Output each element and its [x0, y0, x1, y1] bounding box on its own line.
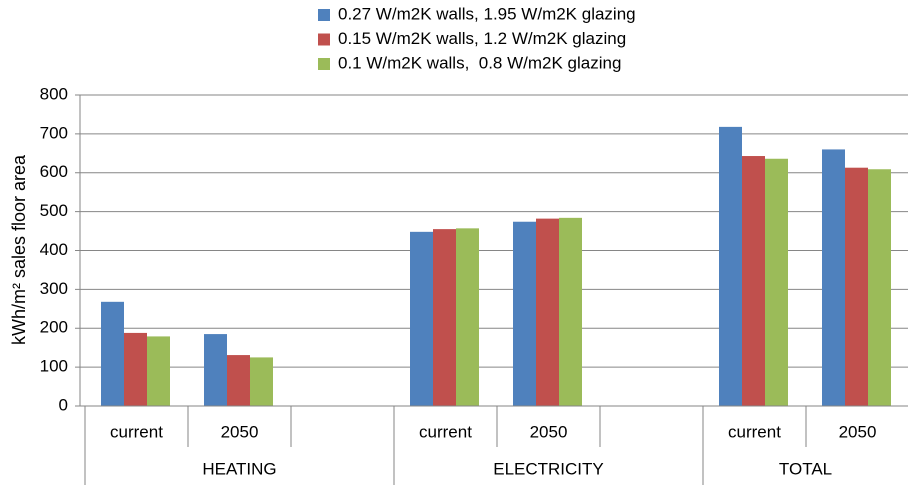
bar: [204, 334, 227, 406]
legend-swatch: [318, 58, 330, 70]
y-tick-label: 800: [40, 84, 68, 103]
legend-label: 0.27 W/m2K walls, 1.95 W/m2K glazing: [338, 4, 636, 23]
bar: [765, 158, 788, 406]
bar: [227, 355, 250, 406]
legend-label: 0.1 W/m2K walls, 0.8 W/m2K glazing: [338, 53, 621, 72]
group-label: ELECTRICITY: [493, 459, 604, 478]
x-tick-label: current: [728, 422, 781, 441]
bar: [410, 231, 433, 406]
y-tick-label: 100: [40, 357, 68, 376]
bar: [513, 221, 536, 406]
bar: [719, 126, 742, 406]
y-tick-label: 600: [40, 162, 68, 181]
bar: [433, 229, 456, 406]
x-tick-label: 2050: [530, 422, 568, 441]
bar: [250, 357, 273, 406]
x-tick-label: 2050: [221, 422, 259, 441]
x-tick-label: 2050: [839, 422, 877, 441]
bar: [742, 156, 765, 406]
bar: [456, 228, 479, 406]
legend-label: 0.15 W/m2K walls, 1.2 W/m2K glazing: [338, 29, 626, 48]
x-tick-label: current: [110, 422, 163, 441]
bar: [845, 167, 868, 406]
y-axis-label: kWh/m² sales floor area: [9, 154, 29, 345]
y-tick-label: 500: [40, 201, 68, 220]
x-tick-label: current: [419, 422, 472, 441]
bar: [147, 336, 170, 406]
y-tick-label: 300: [40, 279, 68, 298]
legend-swatch: [318, 33, 330, 46]
group-label: TOTAL: [779, 459, 832, 478]
bar: [101, 301, 124, 406]
y-tick-label: 700: [40, 123, 68, 142]
bar: [822, 149, 845, 407]
y-tick-label: 0: [59, 395, 68, 414]
bar: [124, 332, 147, 406]
bar: [536, 218, 559, 406]
y-tick-label: 200: [40, 318, 68, 337]
bar: [559, 217, 582, 406]
group-label: HEATING: [202, 459, 276, 478]
y-tick-label: 400: [40, 240, 68, 259]
bar: [868, 169, 891, 406]
legend-swatch: [318, 9, 330, 21]
